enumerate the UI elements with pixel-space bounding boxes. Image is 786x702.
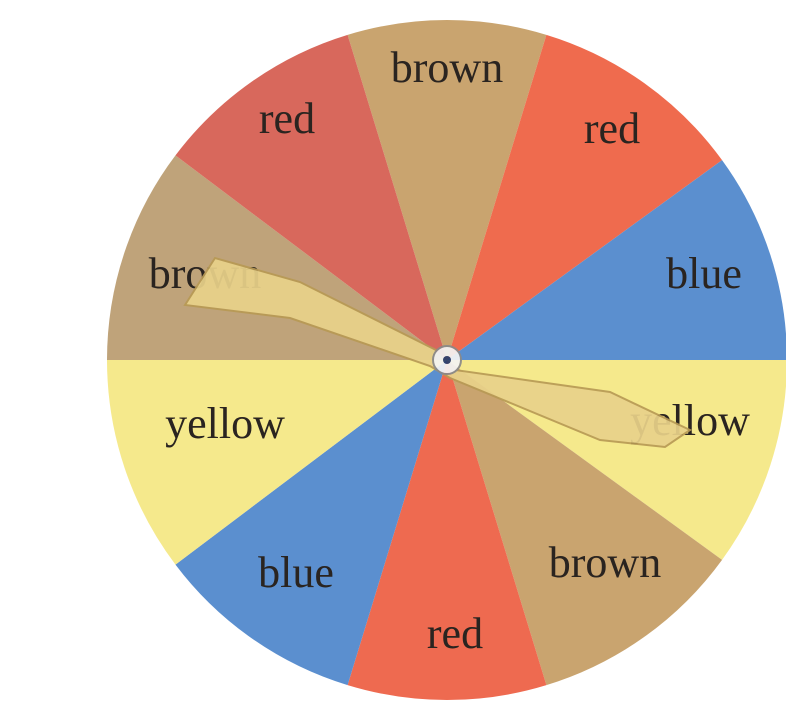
segment-label: red: [427, 609, 483, 658]
segment-label: brown: [391, 43, 503, 92]
segment-label: red: [584, 104, 640, 153]
segment-label: blue: [666, 249, 742, 298]
segment-label: red: [259, 94, 315, 143]
segment-label: brown: [549, 538, 661, 587]
segment-label: yellow: [165, 399, 285, 448]
segment-label: blue: [258, 548, 334, 597]
spinner: brown red blue yellow brown red blue yel…: [0, 0, 786, 702]
hub-pin: [443, 356, 451, 364]
